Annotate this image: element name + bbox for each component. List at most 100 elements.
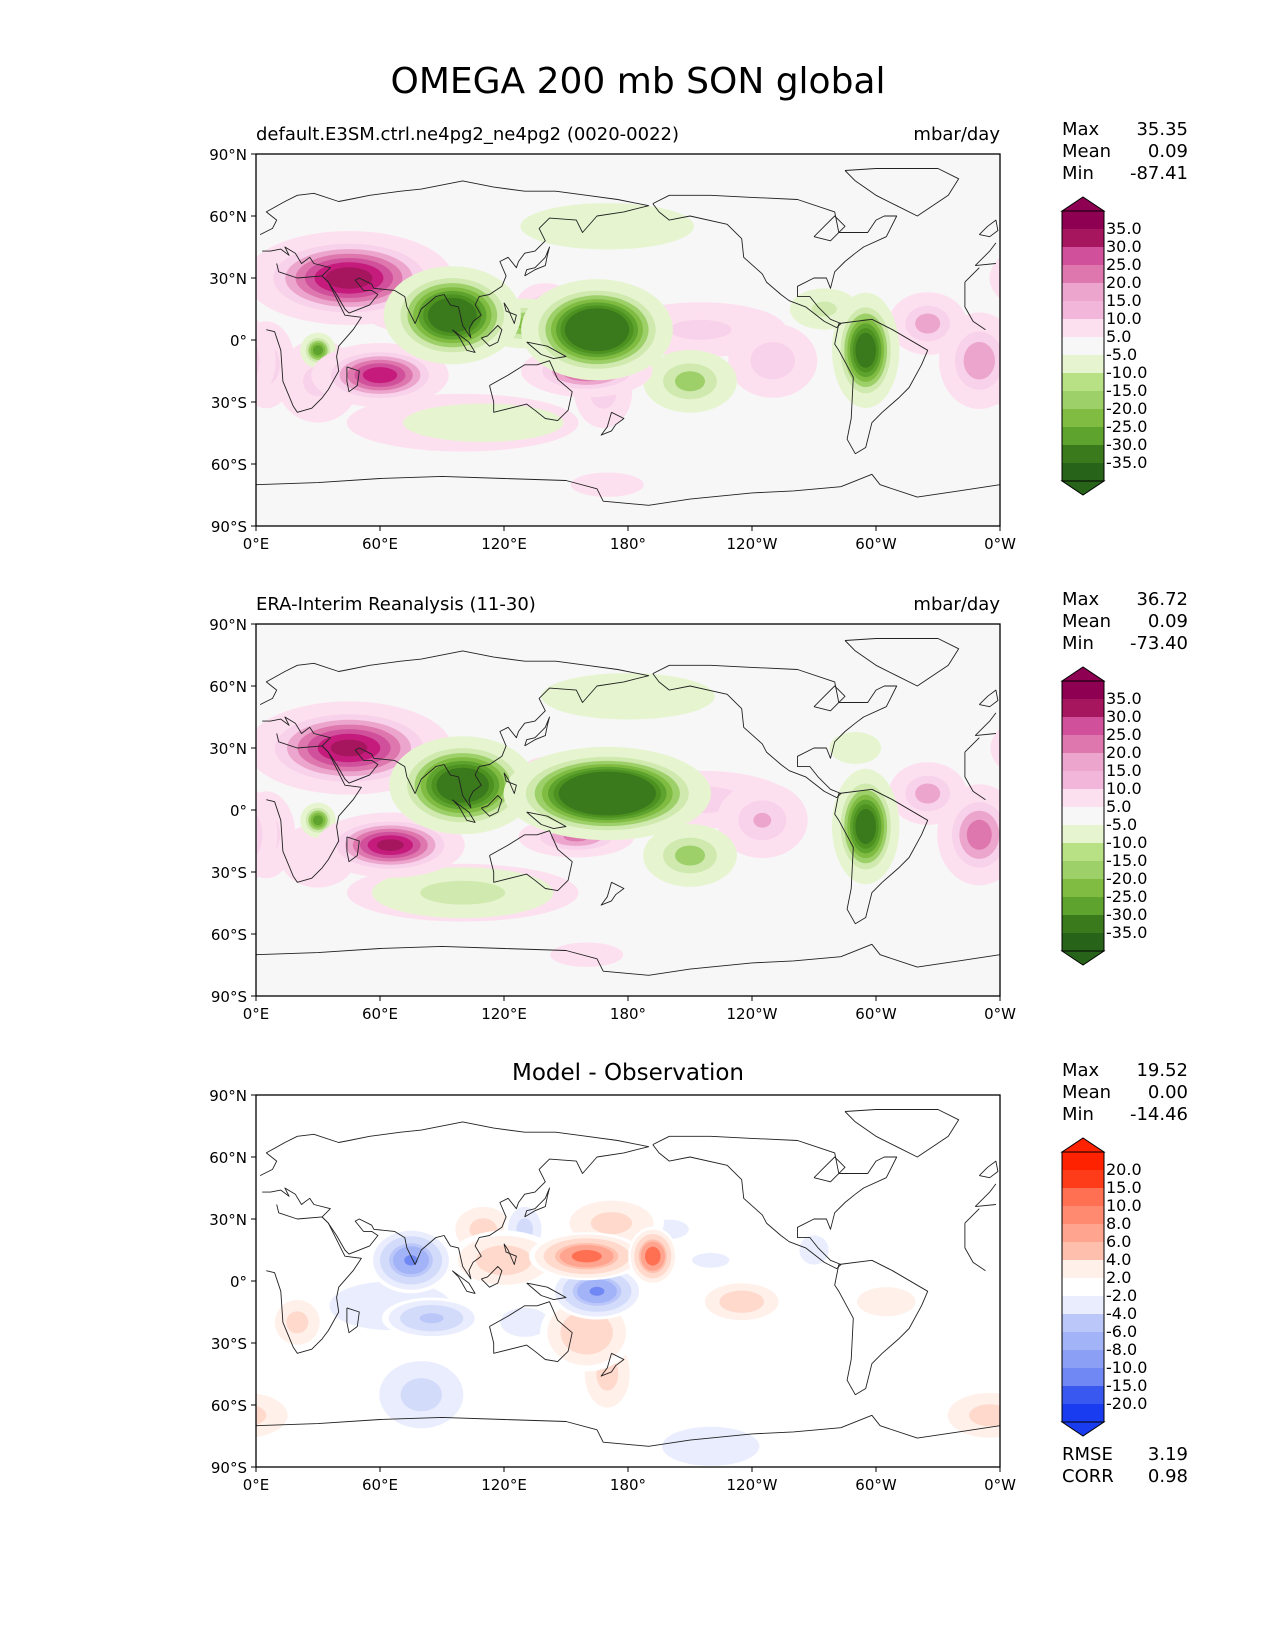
stat-max-value: 19.52: [1136, 1060, 1188, 1081]
colorbar-tick-label: 5.0: [1106, 327, 1131, 346]
coastline: [834, 1259, 929, 1396]
axis-ticks: 90°N 60°N 30°N 0° 30°S 60°S 90°S0°E 60°E 120°E 18…: [209, 616, 1016, 1023]
colorbar-tick-label: 25.0: [1106, 725, 1142, 744]
coastline: [451, 799, 476, 823]
stat-min-value: -14.46: [1130, 1104, 1188, 1125]
coastline: [844, 168, 960, 217]
colorbar-bin: [1062, 1332, 1104, 1350]
colorbar-bin: [1062, 373, 1104, 391]
stat-max-label: Max: [1062, 119, 1100, 140]
x-tick-label: 60°E: [362, 1476, 398, 1494]
colorbar: 35.030.025.020.015.010.05.0-5.0-10.0-15.…: [1060, 666, 1147, 966]
coastline: [503, 302, 517, 324]
x-tick-label: 120°W: [727, 535, 778, 553]
rmse-value: 3.19: [1148, 1444, 1188, 1465]
y-tick-label: 60°N: [209, 208, 247, 226]
stat-min-value: -73.40: [1130, 633, 1188, 654]
field-contour: [362, 367, 398, 384]
colorbar-tick-label: -5.0: [1106, 815, 1137, 834]
field-contour: [963, 341, 995, 380]
x-tick-label: 60°W: [855, 1005, 897, 1023]
coastline: [600, 881, 625, 906]
field-contour: [855, 332, 876, 368]
y-tick-label: 0°: [230, 332, 247, 350]
colorbar-bin: [1062, 1206, 1104, 1224]
x-tick-label: 60°E: [362, 1005, 398, 1023]
coastline: [813, 1156, 846, 1183]
stats-box: Max 36.72 Mean 0.09 Min -73.40: [1062, 589, 1188, 654]
field-contour: [256, 1405, 267, 1425]
field-contour: [855, 808, 876, 845]
colorbar-tick-label: 15.0: [1106, 291, 1142, 310]
colorbar-tick-label: 6.0: [1106, 1232, 1131, 1251]
colorbar-bin: [1062, 445, 1104, 463]
field-contour: [669, 319, 732, 340]
axis-ticks: 90°N 60°N 30°N 0° 30°S 60°S 90°S0°E 60°E 120°E 18…: [209, 1087, 1016, 1494]
colorbar-tick-label: 8.0: [1106, 1214, 1131, 1233]
coastline: [256, 1414, 1000, 1447]
field-contour: [500, 1307, 549, 1337]
coastline: [346, 1307, 360, 1334]
field-contour: [571, 1250, 602, 1263]
colorbar-bin: [1062, 843, 1104, 861]
colorbar-bin: [1062, 1188, 1104, 1206]
panel-reanalysis-title: ERA-Interim Reanalysis (11-30): [256, 594, 536, 615]
y-tick-label: 90°S: [211, 988, 247, 1006]
stat-max-value: 35.35: [1136, 119, 1188, 140]
field-contour: [558, 771, 656, 816]
coastline: [526, 1282, 567, 1301]
colorbar-bin: [1062, 1224, 1104, 1242]
y-tick-label: 30°N: [209, 1211, 247, 1229]
y-tick-label: 60°S: [211, 456, 247, 474]
field-contour: [753, 812, 772, 828]
colorbar-tick-label: -35.0: [1106, 453, 1147, 472]
field-contour: [966, 819, 992, 850]
field-contour: [313, 815, 323, 826]
field-contour: [645, 1246, 661, 1266]
axis-ticks: 90°N 60°N 30°N 0° 30°S 60°S 90°S0°E 60°E 120°E 18…: [209, 146, 1016, 553]
colorbar-tick-label: -15.0: [1106, 1376, 1147, 1395]
coastline: [600, 1352, 625, 1377]
colorbar-bin: [1062, 1350, 1104, 1368]
coastline: [451, 1270, 476, 1294]
x-tick-label: 60°E: [362, 535, 398, 553]
field-contour: [330, 739, 368, 757]
coastline: [259, 1121, 997, 1280]
coastline: [524, 1187, 550, 1218]
colorbar-extend-min: [1060, 480, 1106, 496]
colorbar-bin: [1062, 1314, 1104, 1332]
field-contour: [662, 1426, 760, 1466]
coastline: [259, 650, 997, 809]
x-tick-label: 60°W: [855, 1476, 897, 1494]
stat-max-label: Max: [1062, 1060, 1100, 1081]
x-tick-label: 0°W: [984, 1005, 1016, 1023]
colorbar-tick-label: -10.0: [1106, 363, 1147, 382]
coastline: [524, 246, 550, 277]
y-tick-label: 90°S: [211, 1459, 247, 1477]
y-tick-label: 60°N: [209, 678, 247, 696]
x-tick-label: 180°: [610, 1476, 646, 1494]
stat-mean-label: Mean: [1062, 141, 1111, 162]
colorbar-bin: [1062, 897, 1104, 915]
field-contour: [995, 1400, 1000, 1431]
x-tick-label: 0°W: [984, 1476, 1016, 1494]
field-contour: [547, 210, 668, 243]
stat-max-value: 36.72: [1136, 589, 1188, 610]
coastline: [524, 716, 550, 747]
rmse-label: RMSE: [1062, 1444, 1113, 1465]
stats-box: Max 19.52 Mean 0.00 Min -14.46: [1062, 1060, 1188, 1125]
colorbar-tick-label: 15.0: [1106, 761, 1142, 780]
colorbar-tick-label: -2.0: [1106, 1286, 1137, 1305]
x-tick-label: 0°E: [243, 1476, 270, 1494]
field-contour: [915, 783, 941, 804]
field-contour: [256, 327, 270, 394]
y-tick-label: 60°S: [211, 926, 247, 944]
colorbar-tick-label: -15.0: [1106, 851, 1147, 870]
y-tick-label: 30°N: [209, 270, 247, 288]
colorbar-bin: [1062, 861, 1104, 879]
colorbar-frame: [1061, 1151, 1105, 1423]
colorbar-tick-label: -10.0: [1106, 1358, 1147, 1377]
colorbar-tick-label: 25.0: [1106, 255, 1142, 274]
field-contour: [422, 408, 545, 438]
